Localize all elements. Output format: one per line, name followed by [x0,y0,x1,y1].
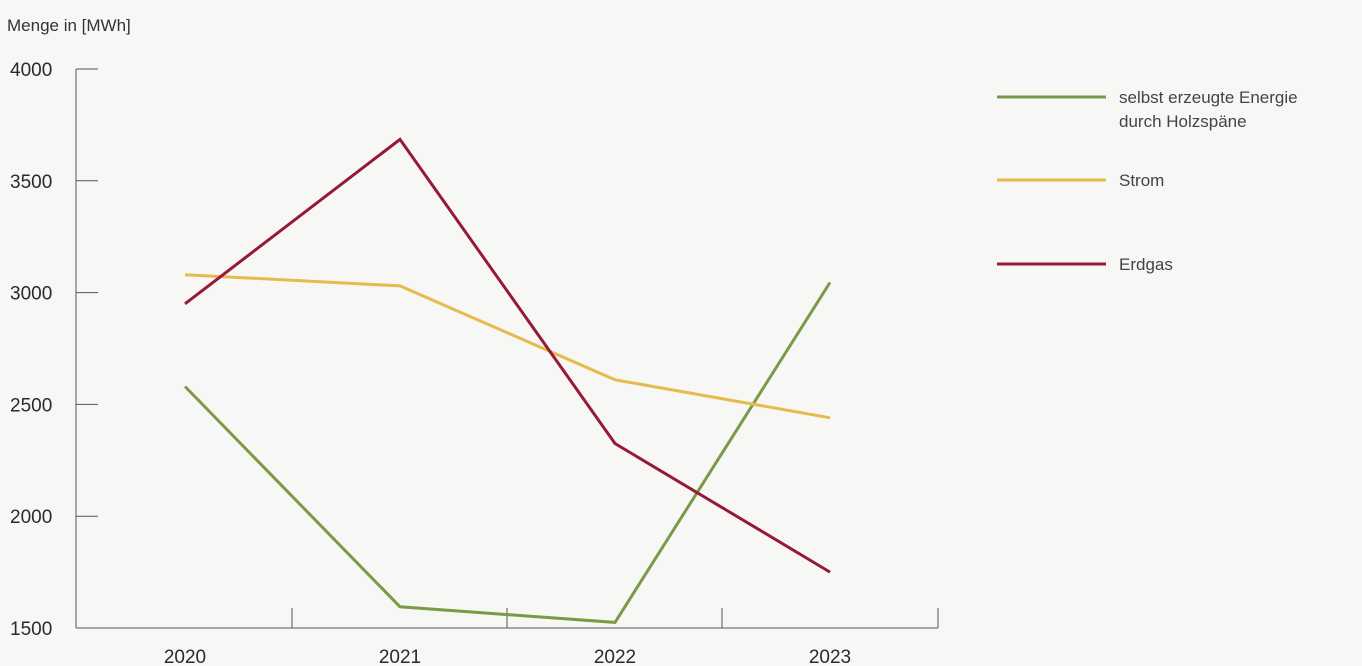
series-line-3 [184,137,831,574]
y-tick-label: 2500 [10,395,52,416]
legend-label: Erdgas [1119,255,1173,274]
y-axis-ticks: 1500 2000 2500 3000 3500 4000 [10,60,98,640]
series-lines [183,137,832,624]
legend-label: selbst erzeugte Energie [1119,88,1298,107]
y-tick-label: 4000 [10,60,52,81]
x-axis-ticks: 2020 2021 2022 2023 [164,608,939,666]
y-axis-title: Menge in [MWh] [7,16,131,35]
legend: selbst erzeugte Energie durch Holzspäne St… [997,88,1298,274]
legend-label: Strom [1119,171,1164,190]
legend-label: durch Holzspäne [1119,112,1247,131]
y-tick-label: 3000 [10,284,52,305]
y-tick-label: 1500 [10,619,52,640]
x-tick-label: 2022 [594,647,636,666]
y-tick-label: 3500 [10,172,52,193]
series-line-2 [184,273,831,420]
series-line-1 [183,281,832,624]
x-tick-label: 2020 [164,647,206,666]
x-tick-label: 2023 [809,647,851,666]
y-tick-label: 2000 [10,507,52,528]
x-tick-label: 2021 [379,647,421,666]
